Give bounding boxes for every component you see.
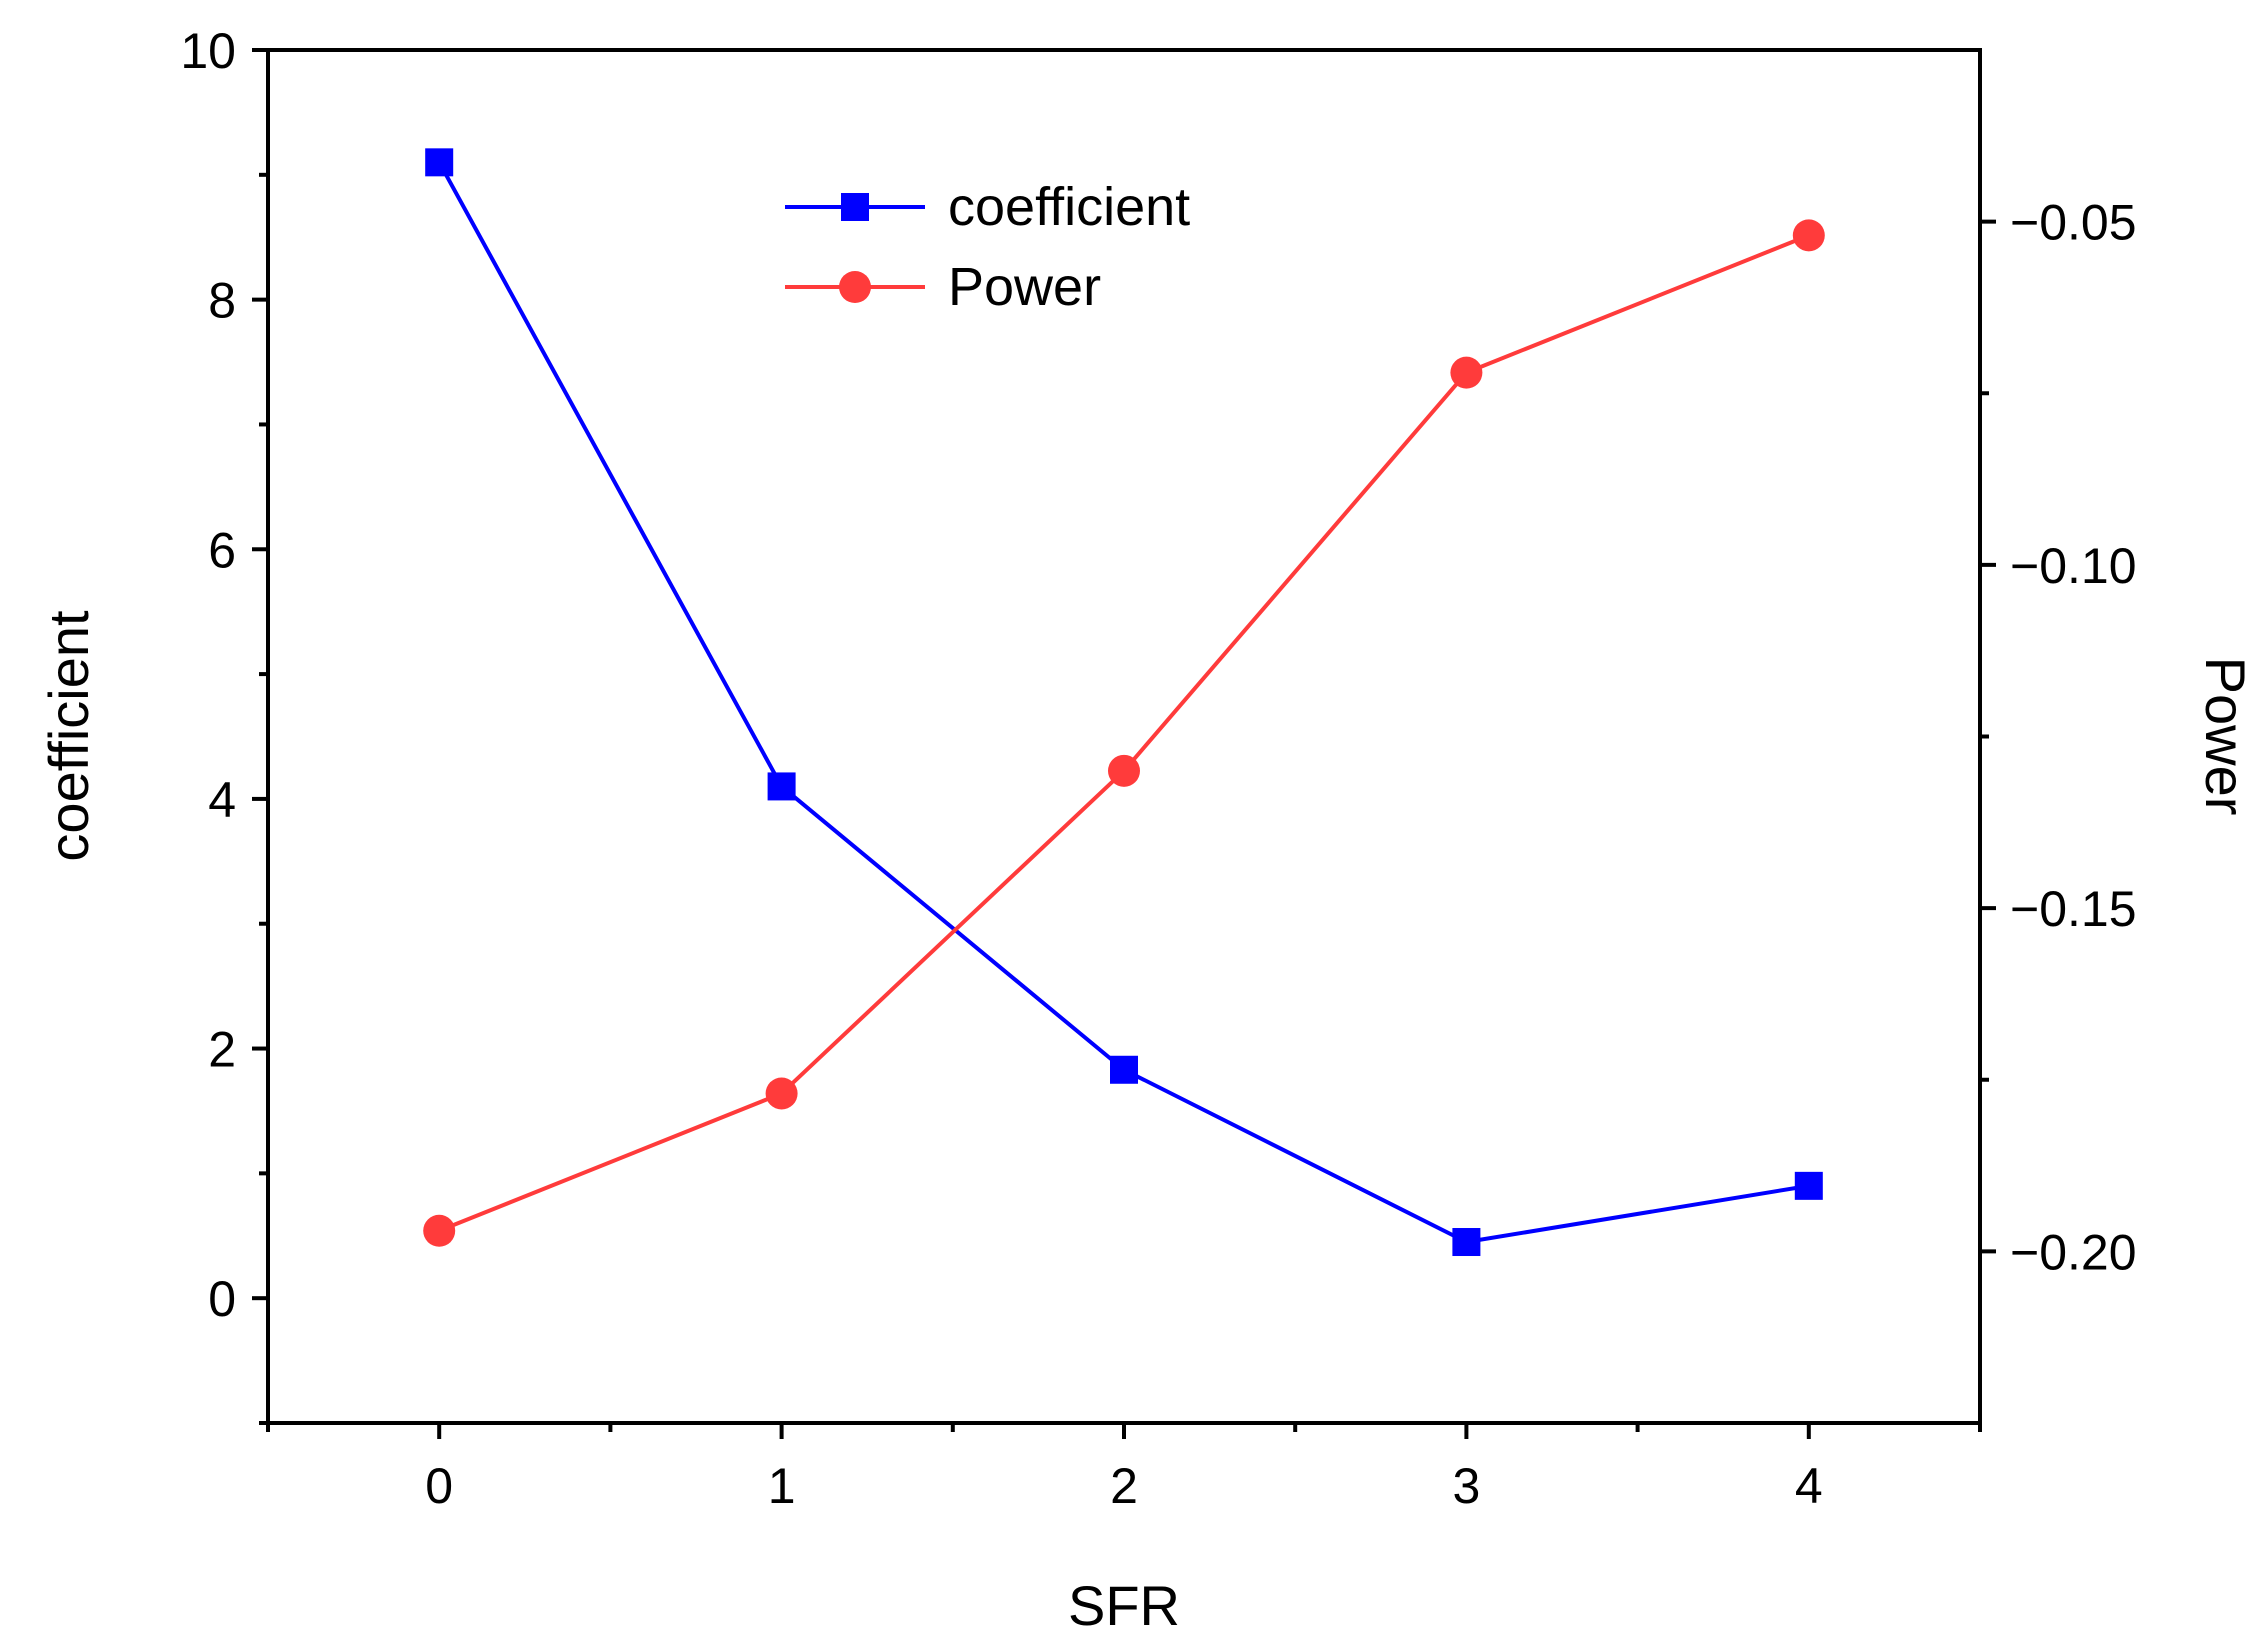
power-point (1450, 356, 1483, 389)
power-point (1792, 219, 1825, 252)
legend-coefficient-swatch-marker (841, 193, 869, 221)
x-axis-title: SFR (1068, 1574, 1180, 1637)
coefficient-point (1452, 1228, 1481, 1257)
left-axis-title: coefficient (37, 610, 100, 862)
left-tick-label: 6 (208, 522, 236, 578)
coefficient-point (767, 772, 796, 801)
coefficient-point (425, 148, 454, 177)
power-point (1108, 754, 1140, 787)
left-tick-label: 0 (208, 1271, 236, 1327)
right-tick-label: −0.15 (2010, 881, 2137, 937)
coefficient-point (1794, 1171, 1823, 1200)
right-tick-label: −0.05 (2010, 195, 2137, 251)
legend-coefficient-label: coefficient (948, 177, 1190, 237)
left-tick-label: 2 (208, 1022, 236, 1078)
coefficient-point (1110, 1055, 1138, 1084)
x-tick-label: 4 (1795, 1458, 1823, 1514)
legend: coefficient Power (785, 177, 1190, 317)
right-axis-title: Power (2194, 657, 2252, 816)
right-tick-label: −0.10 (2010, 538, 2137, 594)
legend-power-swatch-marker (839, 271, 871, 303)
x-tick-label: 0 (425, 1458, 453, 1514)
x-tick-label: 1 (768, 1458, 796, 1514)
power-point (423, 1214, 456, 1247)
series-markers (423, 148, 1825, 1257)
legend-power-label: Power (948, 257, 1101, 317)
right-axis-ticks: −0.20 −0.15 −0.10 −0.05 (1980, 195, 2137, 1280)
left-tick-label: 8 (208, 273, 236, 329)
x-tick-label: 2 (1110, 1458, 1138, 1514)
left-tick-label: 10 (180, 23, 236, 79)
plot-frame (266, 48, 1982, 1425)
right-tick-label: −0.20 (2010, 1224, 2137, 1280)
left-axis-ticks: 0 2 4 6 8 10 (180, 23, 268, 1425)
power-point (765, 1077, 798, 1110)
left-tick-label: 4 (208, 772, 236, 828)
x-axis-ticks: 0 1 2 3 4 (266, 1423, 1982, 1514)
x-tick-label: 3 (1452, 1458, 1480, 1514)
